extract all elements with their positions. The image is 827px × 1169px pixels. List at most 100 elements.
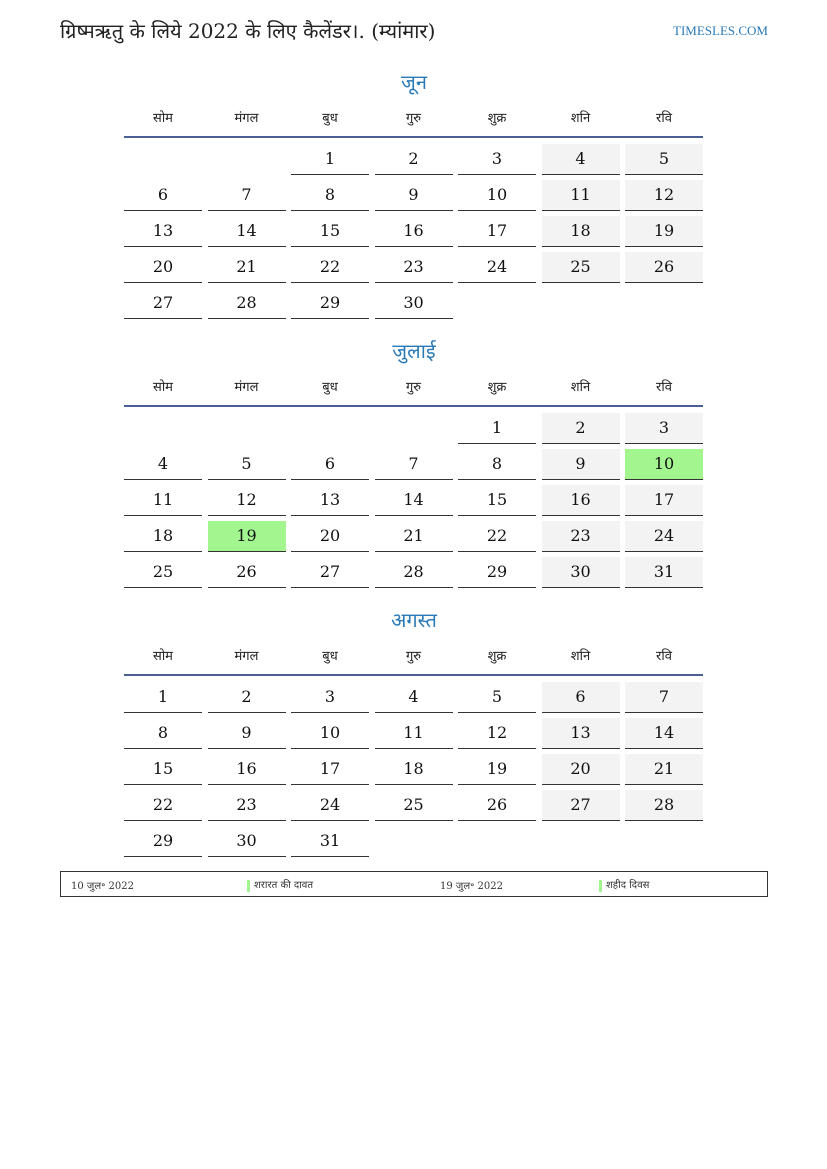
day-cell[interactable]: 18 [374, 754, 453, 785]
day-cell[interactable]: 18 [541, 216, 620, 247]
day-cell[interactable]: 6 [291, 449, 369, 480]
day-cell[interactable]: 3 [458, 144, 536, 175]
day-cell[interactable]: 6 [541, 682, 620, 713]
day-cell[interactable]: 27 [541, 790, 620, 821]
day-cell[interactable]: 2 [207, 682, 286, 713]
day-cell[interactable]: 8 [458, 449, 536, 480]
header-rule [124, 674, 703, 676]
day-cell[interactable]: 16 [374, 216, 453, 247]
day-cell[interactable]: 13 [124, 216, 202, 247]
day-cell[interactable]: 9 [374, 180, 453, 211]
day-cell[interactable]: 14 [374, 485, 453, 516]
day-cell[interactable]: 26 [458, 790, 536, 821]
day-cell[interactable]: 1 [291, 144, 369, 175]
day-cell[interactable]: 28 [207, 288, 286, 319]
day-cell[interactable]: 31 [625, 557, 703, 588]
day-cell[interactable]: 3 [625, 413, 703, 444]
day-cell[interactable]: 10 [625, 449, 703, 480]
day-cell[interactable]: 4 [374, 682, 453, 713]
day-cell[interactable]: 25 [124, 557, 202, 588]
day-cell[interactable]: 7 [207, 180, 286, 211]
day-cell[interactable]: 2 [374, 144, 453, 175]
day-cell[interactable]: 17 [625, 485, 703, 516]
day-cell[interactable]: 13 [541, 718, 620, 749]
day-cell[interactable]: 8 [291, 180, 369, 211]
page-title: ग्रिष्मऋतु के लिये 2022 के लिए कैलेंडर।.… [60, 19, 436, 43]
day-cell[interactable]: 27 [124, 288, 202, 319]
day-cell[interactable]: 19 [625, 216, 703, 247]
day-cell[interactable]: 3 [291, 682, 369, 713]
weekday-header: शुक्र [487, 649, 507, 664]
day-cell[interactable]: 22 [458, 521, 536, 552]
day-cell[interactable]: 13 [291, 485, 369, 516]
day-cell[interactable]: 15 [458, 485, 536, 516]
day-cell[interactable]: 30 [207, 826, 286, 857]
day-cell[interactable]: 15 [291, 216, 369, 247]
day-cell[interactable]: 22 [291, 252, 369, 283]
day-cell[interactable]: 19 [207, 521, 286, 552]
day-cell[interactable]: 28 [625, 790, 703, 821]
day-cell[interactable]: 11 [124, 485, 202, 516]
day-cell[interactable]: 23 [374, 252, 453, 283]
day-cell[interactable]: 30 [541, 557, 620, 588]
day-cell[interactable]: 15 [124, 754, 202, 785]
day-cell[interactable]: 28 [374, 557, 453, 588]
day-cell[interactable]: 17 [458, 216, 536, 247]
day-cell[interactable]: 24 [458, 252, 536, 283]
day-cell[interactable]: 29 [458, 557, 536, 588]
day-cell[interactable]: 19 [458, 754, 536, 785]
day-cell[interactable]: 23 [541, 521, 620, 552]
day-cell[interactable]: 14 [625, 718, 703, 749]
day-cell[interactable]: 7 [374, 449, 453, 480]
day-cell[interactable]: 9 [207, 718, 286, 749]
day-cell[interactable]: 8 [124, 718, 202, 749]
day-cell[interactable]: 11 [374, 718, 453, 749]
day-cell[interactable]: 10 [458, 180, 536, 211]
day-cell[interactable]: 18 [124, 521, 202, 552]
day-cell[interactable]: 20 [291, 521, 369, 552]
day-cell[interactable]: 21 [625, 754, 703, 785]
day-cell[interactable]: 23 [207, 790, 286, 821]
day-cell[interactable]: 4 [541, 144, 620, 175]
day-cell[interactable]: 12 [207, 485, 286, 516]
day-cell[interactable]: 14 [207, 216, 286, 247]
day-cell[interactable]: 24 [625, 521, 703, 552]
day-cell[interactable]: 25 [541, 252, 620, 283]
day-cell[interactable]: 21 [374, 521, 453, 552]
holiday-marker [599, 879, 602, 892]
day-cell[interactable]: 26 [207, 557, 286, 588]
day-cell[interactable]: 2 [541, 413, 620, 444]
day-cell[interactable]: 1 [124, 682, 202, 713]
day-cell[interactable]: 20 [541, 754, 620, 785]
day-cell[interactable]: 5 [207, 449, 286, 480]
day-cell[interactable]: 12 [625, 180, 703, 211]
day-cell[interactable]: 5 [458, 682, 536, 713]
day-cell[interactable]: 30 [374, 288, 453, 319]
day-cell[interactable]: 17 [291, 754, 369, 785]
day-cell[interactable]: 29 [291, 288, 369, 319]
day-cell[interactable]: 9 [541, 449, 620, 480]
day-cell[interactable]: 7 [625, 682, 703, 713]
brand-link[interactable]: TIMESLES.COM [673, 23, 768, 38]
day-cell[interactable]: 25 [374, 790, 453, 821]
day-cell[interactable]: 21 [207, 252, 286, 283]
day-cell[interactable]: 5 [625, 144, 703, 175]
day-cell[interactable]: 6 [124, 180, 202, 211]
day-cell[interactable]: 10 [291, 718, 369, 749]
month-title: अगस्त [391, 608, 437, 632]
day-cell[interactable]: 1 [458, 413, 536, 444]
day-cell[interactable]: 22 [124, 790, 202, 821]
weekday-header: सोम [153, 380, 173, 395]
day-cell[interactable]: 31 [291, 826, 369, 857]
day-cell[interactable]: 29 [124, 826, 202, 857]
day-cell[interactable]: 27 [291, 557, 369, 588]
day-cell[interactable]: 26 [625, 252, 703, 283]
day-cell[interactable]: 16 [541, 485, 620, 516]
day-cell[interactable]: 12 [458, 718, 536, 749]
day-cell[interactable]: 24 [291, 790, 369, 821]
day-cell[interactable]: 20 [124, 252, 202, 283]
day-cell[interactable]: 4 [124, 449, 202, 480]
day-cell[interactable]: 16 [207, 754, 286, 785]
day-cell[interactable]: 11 [541, 180, 620, 211]
